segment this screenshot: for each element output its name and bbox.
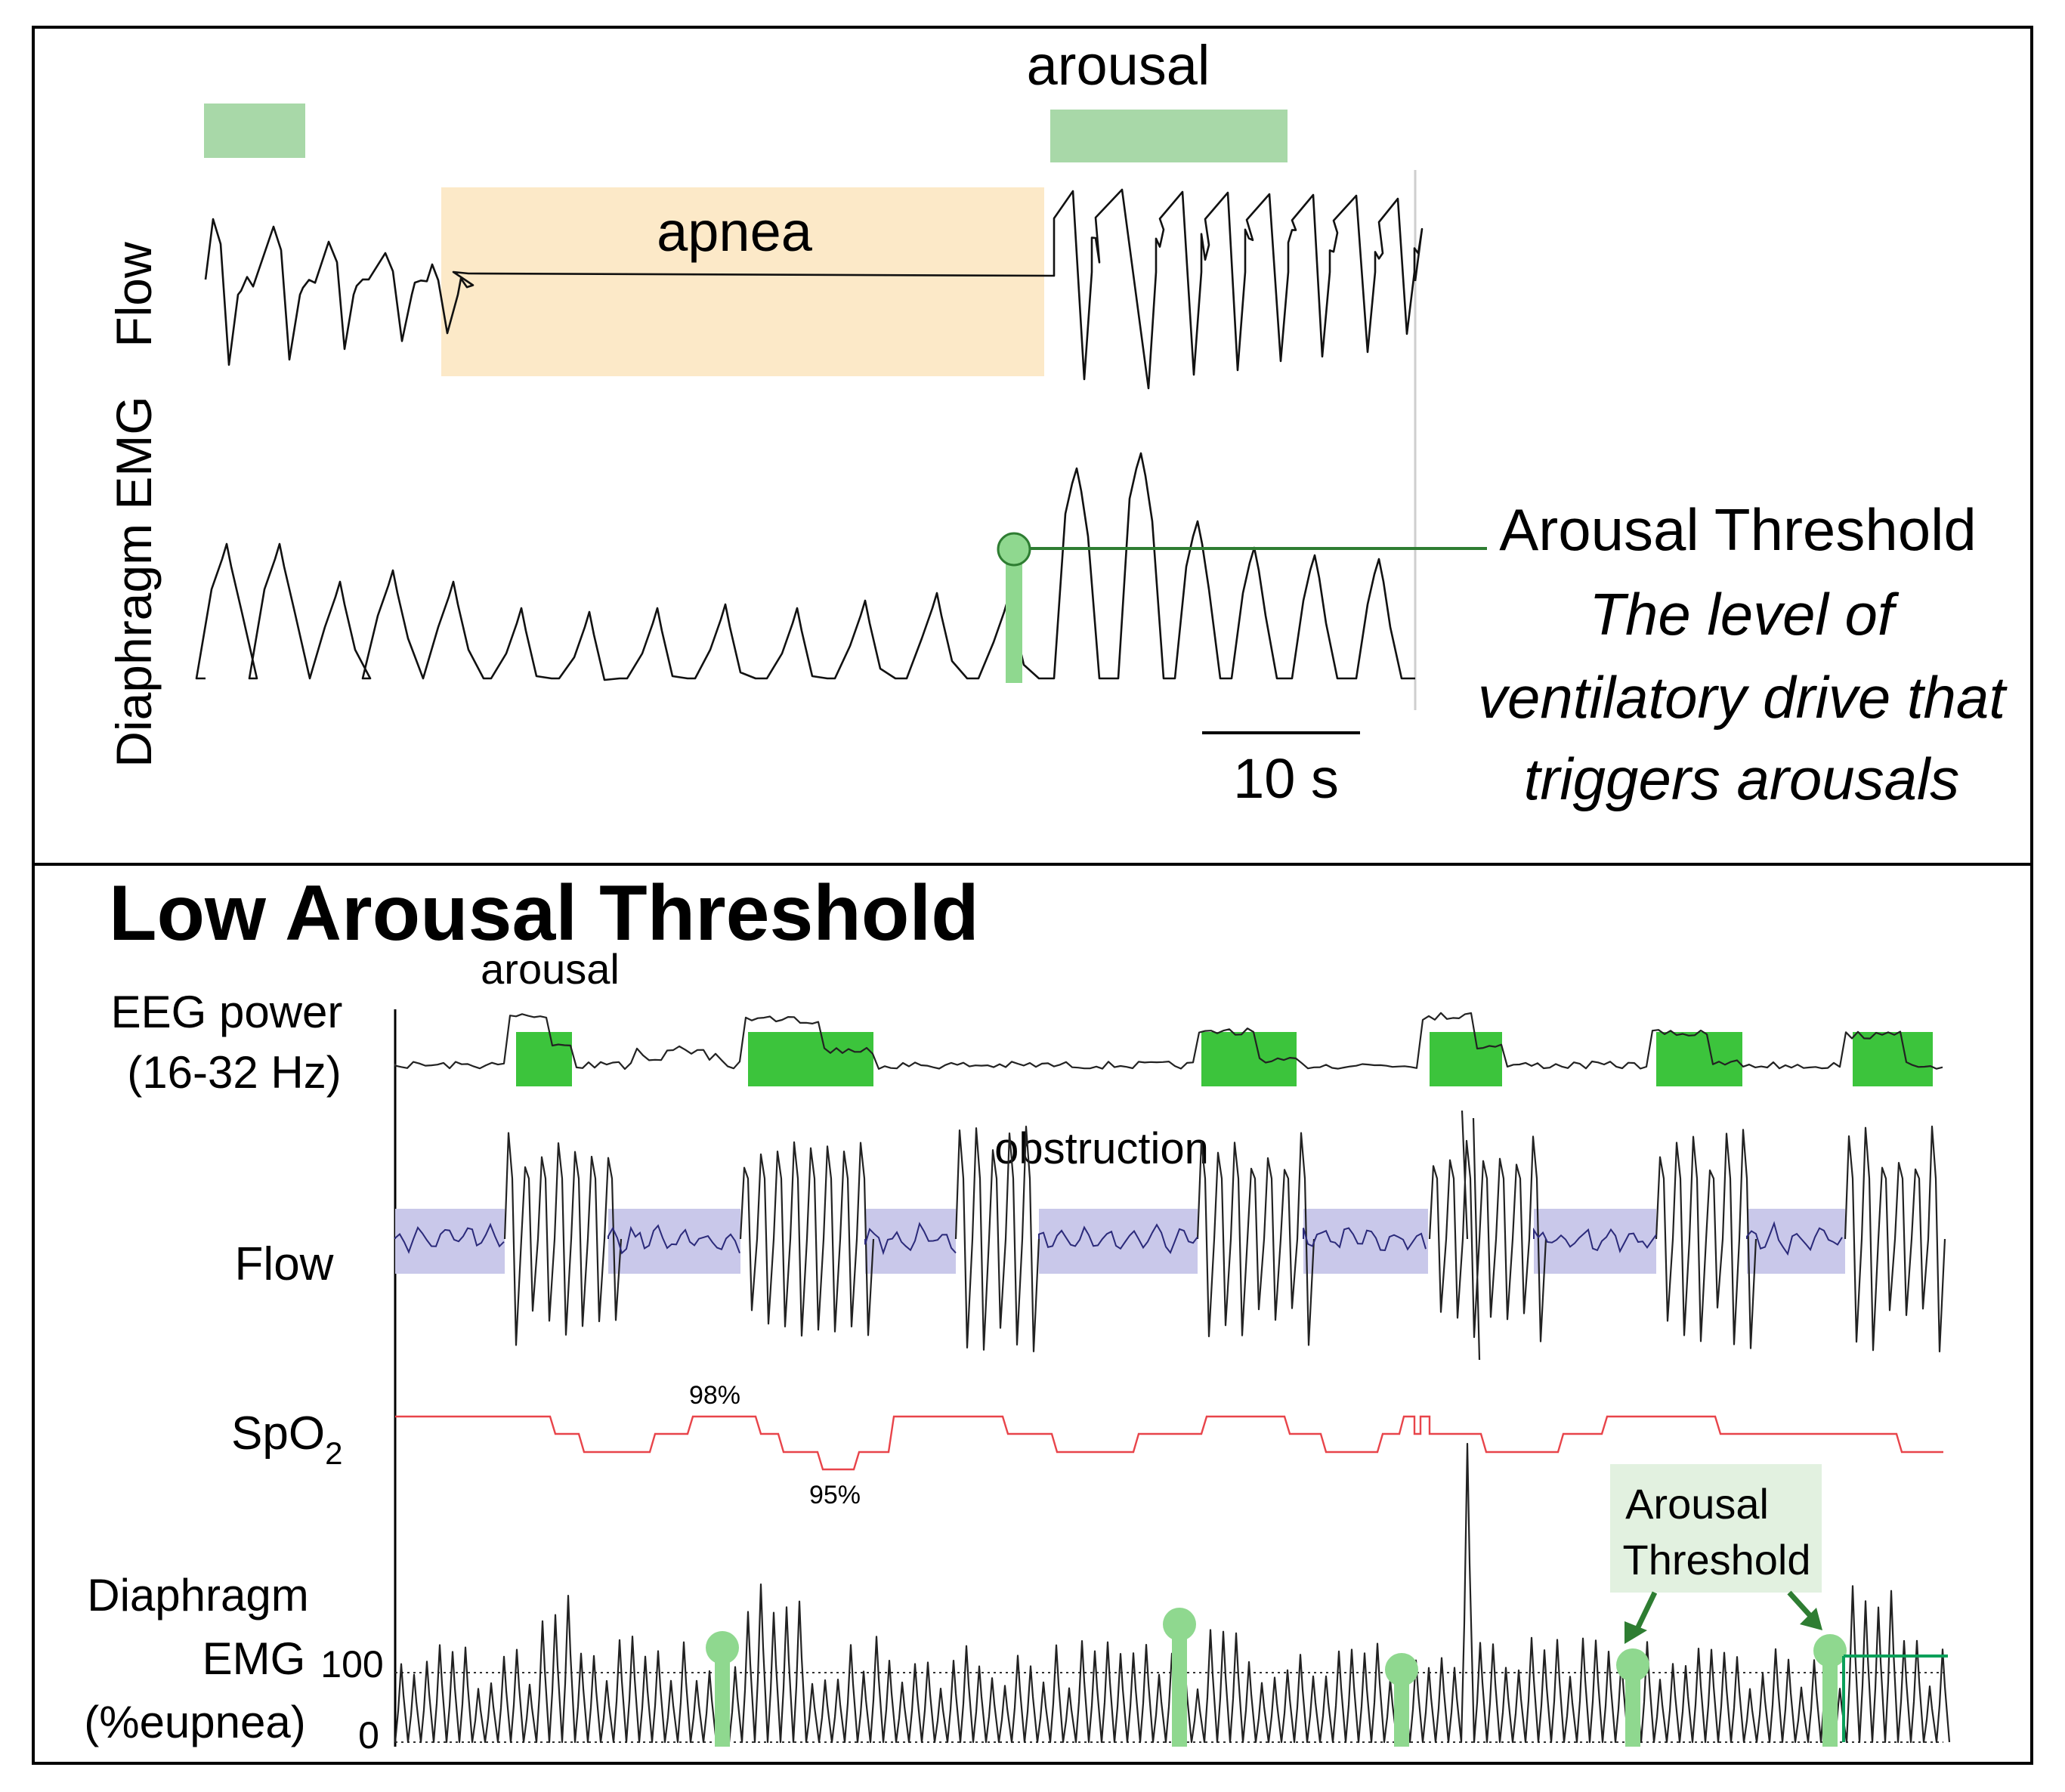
emg-threshold-markers [706,1608,1847,1747]
top-flow-label: Flow [106,242,162,348]
time-scale-label: 10 s [1233,747,1339,810]
eeg-label-line2: (16-32 Hz) [127,1047,341,1098]
bottom-arousal-label: arousal [481,945,620,993]
emg-label-line2: EMG [202,1633,306,1684]
eeg-arousal-box-4 [1430,1032,1502,1086]
obstructed-flow-trace-2 [607,1224,740,1255]
spo2-trace [395,1415,1943,1471]
callout-line1: Arousal [1625,1480,1769,1528]
callout-line2: Threshold [1622,1536,1810,1583]
spo2-min-label: 95% [809,1481,861,1509]
threshold-desc-line1: The level of [1589,581,1900,647]
arousal-bar-right [1050,110,1288,162]
eeg-arousal-box-5 [1656,1032,1742,1086]
emg-tick-100: 100 [320,1643,383,1685]
emg-threshold-marker-5 [1813,1634,1847,1667]
low-threshold-title: Low Arousal Threshold [109,870,979,957]
obstruction-boxes [395,1209,1845,1274]
top-emg-trace [195,452,1415,681]
obstructed-flow-trace-6 [1533,1227,1657,1253]
spo2-label-sub: 2 [325,1435,342,1471]
obstructed-flow-trace-7 [1746,1221,1843,1256]
emg-threshold-stem-4 [1625,1665,1640,1747]
callout-arrow-left-head [1624,1621,1647,1644]
obstructed-flow-trace-1 [394,1222,505,1254]
emg-threshold-marker-3 [1385,1653,1418,1686]
emg-label-line1: Diaphragm [87,1570,308,1621]
obstruction-box-4 [1039,1209,1198,1274]
emg-threshold-marker-4 [1616,1648,1649,1682]
top-threshold-stem [1006,552,1022,683]
callout-box [1610,1464,1822,1593]
obstructed-flow-trace-5 [1303,1227,1427,1252]
emg-label-line3: (%eupnea) [84,1697,306,1747]
threshold-title: Arousal Threshold [1499,496,1977,563]
spo2-label: SpO2 [231,1407,342,1471]
spo2-max-label: 98% [689,1381,740,1410]
obstructed-flow-trace-4 [1038,1223,1198,1254]
eeg-arousal-box-1 [516,1032,572,1086]
eeg-power-trace [394,1012,1943,1071]
obstruction-box-2 [608,1209,740,1274]
obstruction-box-5 [1303,1209,1428,1274]
emg-threshold-stem-2 [1172,1624,1187,1747]
obstructed-flow-traces [394,1221,1843,1256]
eeg-arousal-box-6 [1853,1032,1933,1086]
emg-threshold-marker-1 [706,1631,739,1664]
threshold-desc-line2: ventilatory drive that [1478,664,2008,731]
callout-arrow-left [1633,1591,1658,1633]
callout-arrow-right-head [1800,1608,1822,1630]
apnea-box [441,187,1044,376]
spo2-label-main: SpO [231,1407,325,1460]
obstruction-box-3 [865,1209,956,1274]
top-emg-label: Diaphragm EMG [106,396,162,768]
obstructed-flow-trace-3 [864,1222,957,1256]
obstruction-box-7 [1747,1209,1845,1274]
emg-threshold-stem-1 [715,1648,730,1747]
top-panel-frame [32,26,2033,866]
emg-threshold-stem-3 [1394,1670,1409,1747]
obstruction-box-1 [395,1209,505,1274]
emg-tick-0: 0 [358,1714,379,1756]
emg-threshold-stem-5 [1822,1651,1838,1747]
emg-threshold-marker-2 [1163,1608,1196,1641]
threshold-desc-line3: triggers arousals [1524,746,1960,812]
top-threshold-marker [997,532,1031,567]
arousal-bar-left [204,104,305,158]
eeg-label-line1: EEG power [111,987,343,1037]
top-flow-trace [204,188,1424,390]
bottom-flow-trace [503,1110,1946,1361]
bottom-flow-label: Flow [235,1238,334,1290]
callout-arrow-right [1787,1590,1813,1619]
top-arousal-label: arousal [1027,34,1210,97]
eeg-arousal-box-2 [748,1032,873,1086]
apnea-label: apnea [657,200,813,263]
obstruction-label: obstruction [994,1124,1209,1173]
